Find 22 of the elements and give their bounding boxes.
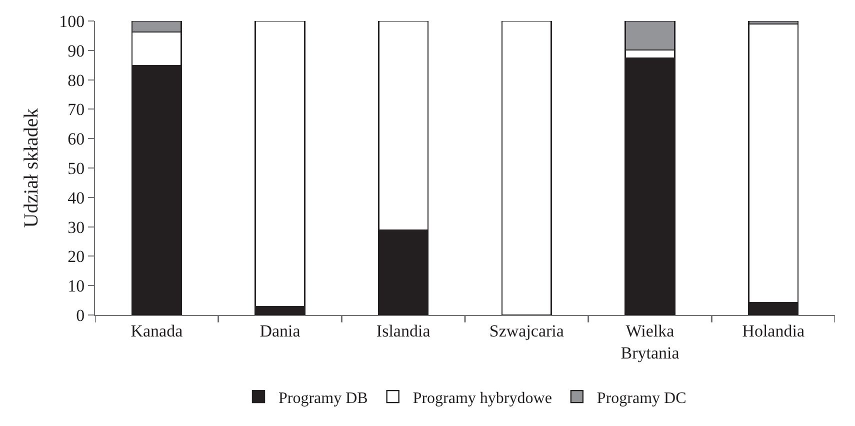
legend-label: Programy DB	[278, 390, 368, 407]
y-tick-label: 60	[68, 130, 85, 149]
y-tick-label: 90	[68, 41, 85, 60]
x-tick-label: Dania	[260, 321, 301, 340]
y-tick-label: 100	[59, 12, 85, 31]
y-tick-label: 30	[68, 218, 85, 237]
legend-label: Programy DC	[596, 390, 686, 407]
y-tick-label: 40	[68, 188, 85, 208]
y-tick-label: 0	[76, 306, 85, 325]
x-tick-label: Holandia	[742, 321, 805, 340]
y-tick-label: 80	[68, 70, 85, 90]
legend-label: Programy hybrydowe	[412, 390, 552, 407]
x-tick-label: Islandia	[376, 321, 431, 340]
bar	[501, 21, 552, 315]
y-tick-label: 70	[68, 100, 85, 120]
x-tick-label: Wielka Brytania	[620, 321, 680, 362]
y-tick-label: 10	[68, 276, 85, 296]
y-tick-label: 20	[68, 247, 85, 266]
x-tick-label: Szwajcaria	[489, 321, 564, 340]
y-tick-label: 50	[68, 158, 85, 178]
x-tick-label: Kanada	[130, 321, 184, 340]
y-axis-title: Udział składek	[20, 108, 43, 228]
